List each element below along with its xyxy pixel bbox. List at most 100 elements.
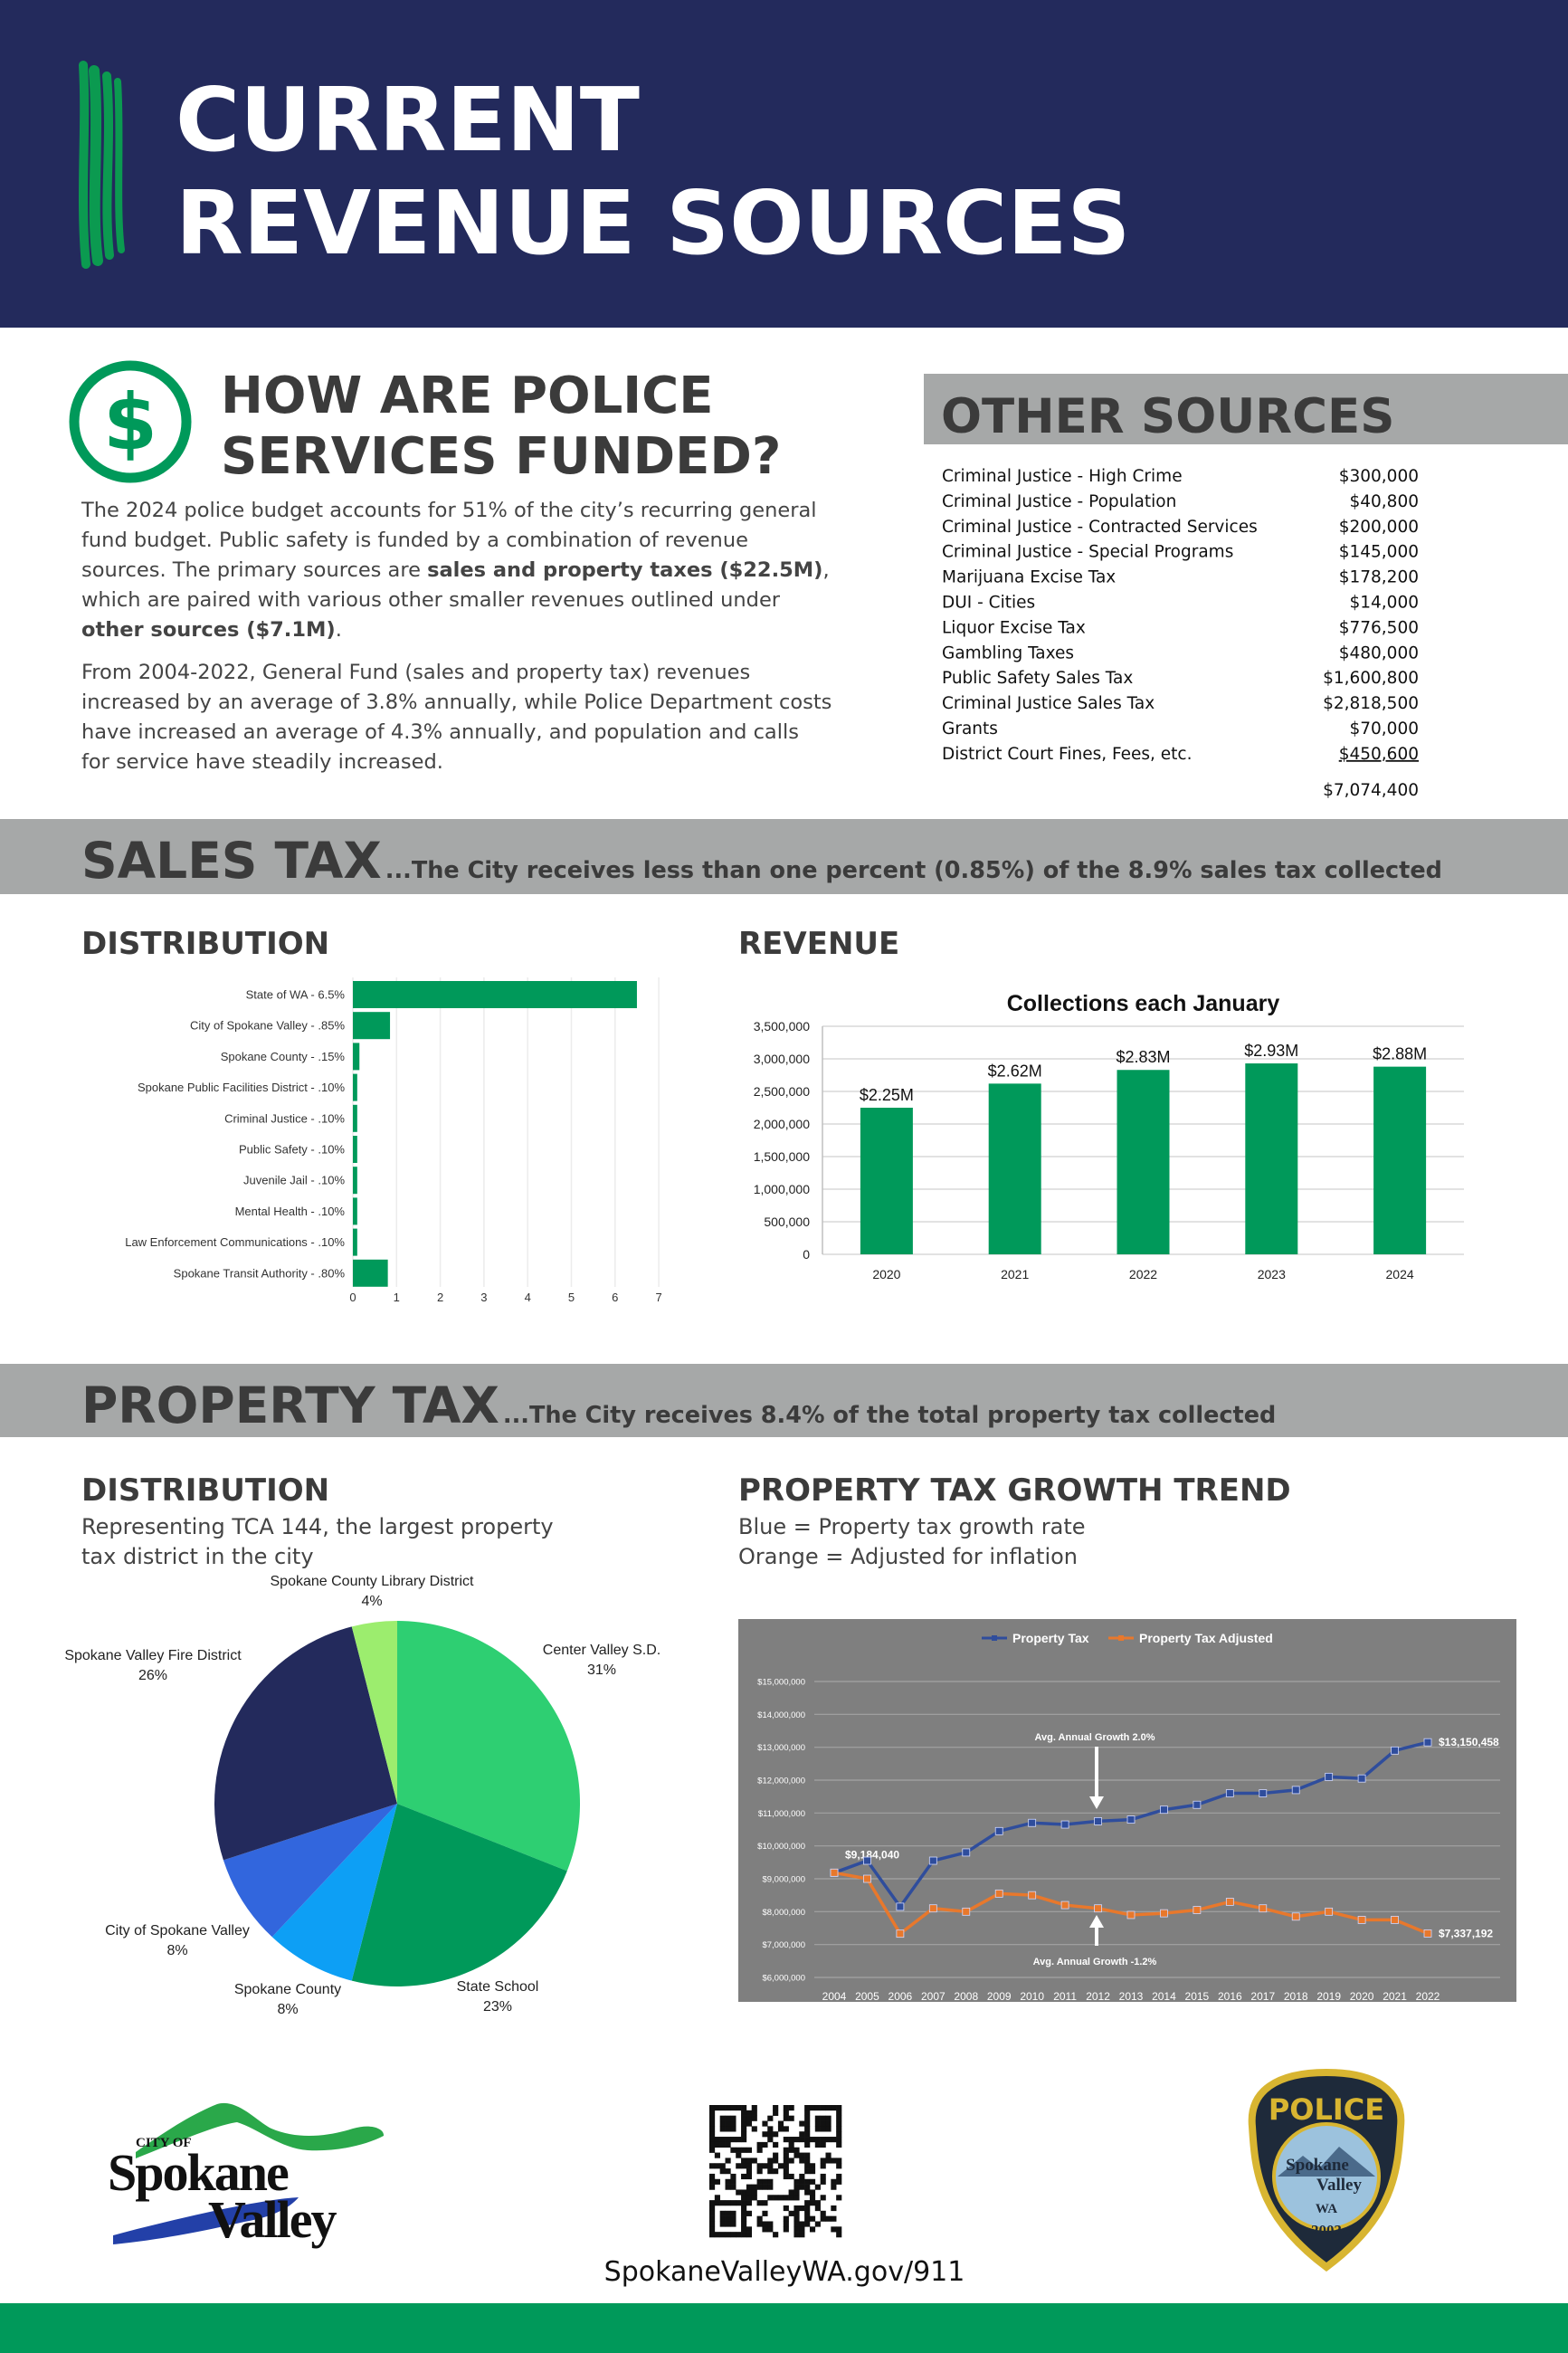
qr-cell <box>814 2115 821 2121</box>
qr-cell <box>767 2195 774 2201</box>
point-marker <box>1225 1789 1234 1797</box>
qr-cell <box>746 2195 753 2201</box>
source-name: DUI - Cities <box>942 594 1035 613</box>
qr-cell <box>746 2110 753 2116</box>
qr-cell <box>836 2120 842 2127</box>
qr-cell <box>831 2184 837 2190</box>
logo-text: Valley <box>208 2190 337 2249</box>
qr-cell <box>773 2131 779 2138</box>
page-title: CURRENT <box>176 69 640 171</box>
qr-cell <box>814 2141 821 2148</box>
y-tick-label: $9,000,000 <box>762 1875 805 1885</box>
pie-slice <box>397 1621 580 1872</box>
qr-cell <box>831 2215 837 2222</box>
bar <box>1373 1066 1427 1254</box>
point-marker <box>1028 1891 1037 1900</box>
qr-cell <box>814 2200 821 2206</box>
qr-cell <box>788 2115 794 2121</box>
qr-cell <box>736 2200 742 2206</box>
qr-cell <box>783 2110 789 2116</box>
qr-cell <box>814 2184 821 2190</box>
qr-cell <box>777 2120 784 2127</box>
footer-url: SpokaneValleyWA.gov/911 <box>604 2256 965 2288</box>
qr-cell <box>804 2137 811 2143</box>
x-tick-label: 2009 <box>987 1990 1012 2003</box>
qr-cell <box>741 2126 747 2132</box>
qr-cell <box>814 2105 821 2111</box>
qr-cell <box>736 2152 742 2158</box>
slice-value: 26% <box>138 1668 167 1683</box>
qr-cell <box>751 2195 757 2201</box>
source-name: Criminal Justice Sales Tax <box>942 694 1155 713</box>
legend-label: Property Tax <box>1012 1631 1089 1645</box>
qr-cell <box>741 2226 747 2233</box>
point-marker <box>1126 1910 1136 1920</box>
qr-cell <box>741 2205 747 2212</box>
qr-cell <box>741 2131 747 2138</box>
qr-cell <box>719 2215 726 2222</box>
qr-cell <box>814 2205 821 2212</box>
y-tick-label: Criminal Justice - .10% <box>224 1111 345 1125</box>
qr-cell <box>741 2120 747 2127</box>
qr-cell <box>756 2221 763 2227</box>
point-marker <box>1160 1909 1168 1918</box>
qr-cell <box>804 2184 811 2190</box>
qr-cell <box>725 2200 731 2206</box>
point-marker <box>1126 1815 1136 1824</box>
x-tick-label: 4 <box>525 1291 531 1304</box>
point-marker <box>962 1848 971 1857</box>
subsection-heading: REVENUE <box>738 926 899 962</box>
qr-cell <box>714 2232 720 2238</box>
qr-cell <box>794 2178 800 2185</box>
qr-cell <box>831 2226 837 2233</box>
y-tick-label: 3,000,000 <box>754 1052 810 1066</box>
qr-cell <box>746 2232 753 2238</box>
point-marker <box>1094 1817 1102 1825</box>
pie-slice <box>351 1804 567 1986</box>
bar <box>353 1012 391 1040</box>
qr-cell <box>777 2195 784 2201</box>
qr-cell <box>756 2200 763 2206</box>
qr-cell <box>773 2232 779 2238</box>
qr-cell <box>746 2158 753 2164</box>
slice-label: Spokane County Library District <box>271 1574 475 1589</box>
qr-cell <box>799 2173 805 2180</box>
x-tick-label: 2016 <box>1218 1990 1242 2003</box>
qr-cell <box>746 2120 753 2127</box>
qr-cell <box>719 2163 726 2169</box>
qr-cell <box>762 2184 768 2190</box>
bar <box>353 1228 357 1256</box>
slice-label: State School <box>457 1979 539 1995</box>
badge-text: Valley <box>1316 2176 1362 2195</box>
source-amount: $1,600,800 <box>1323 669 1419 688</box>
banner: PROPERTY TAX ...The City receives 8.4% of… <box>81 1377 1276 1434</box>
qr-cell <box>719 2120 726 2127</box>
qr-cell <box>719 2137 726 2143</box>
y-tick-label: $8,000,000 <box>762 1908 805 1918</box>
header-band <box>0 0 1568 328</box>
data-label: $2.62M <box>988 1062 1042 1080</box>
source-name: Public Safety Sales Tax <box>942 669 1133 688</box>
qr-cell <box>820 2210 826 2216</box>
y-tick-label: 0 <box>803 1247 810 1262</box>
qr-cell <box>725 2105 731 2111</box>
x-tick-label: 3 <box>480 1291 487 1304</box>
annotation: Avg. Annual Growth 2.0% <box>1034 1732 1155 1743</box>
qr-cell <box>730 2221 736 2227</box>
qr-cell <box>836 2131 842 2138</box>
y-tick-label: Spokane Public Facilities District - .10… <box>138 1081 345 1094</box>
qr-cell <box>783 2163 789 2169</box>
x-tick-label: 2008 <box>954 1990 978 2003</box>
qr-cell <box>794 2184 800 2190</box>
qr-cell <box>741 2115 747 2121</box>
qr-cell <box>814 2126 821 2132</box>
qr-cell <box>820 2173 826 2180</box>
qr-cell <box>794 2147 800 2153</box>
qr-cell <box>725 2158 731 2164</box>
point-marker <box>1423 1738 1432 1747</box>
badge-text: POLICE <box>1269 2092 1384 2127</box>
arrow-head <box>1089 1796 1104 1809</box>
qr-cell <box>756 2215 763 2222</box>
qr-cell <box>719 2210 726 2216</box>
qr-cell <box>814 2137 821 2143</box>
